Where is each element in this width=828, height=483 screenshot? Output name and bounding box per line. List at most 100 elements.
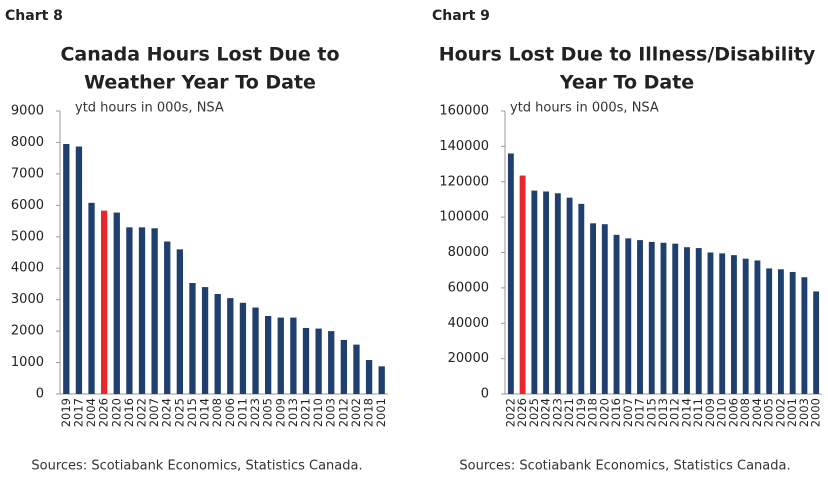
bar <box>214 294 221 394</box>
x-tick-label: 2020 <box>109 398 123 427</box>
y-tick-label: 5000 <box>11 229 44 244</box>
bar <box>578 203 585 394</box>
bar <box>625 238 632 394</box>
x-tick-label: 2022 <box>135 398 149 427</box>
y-tick-label: 0 <box>481 387 489 402</box>
x-tick-label: 2011 <box>691 398 705 427</box>
x-tick-label: 2021 <box>562 398 576 427</box>
chart-title: Year To Date <box>559 72 694 94</box>
bar <box>88 202 95 394</box>
chart-label: Chart 8 <box>5 8 63 24</box>
bar <box>789 271 796 394</box>
x-tick-label: 2015 <box>644 398 658 427</box>
x-tick-label: 2009 <box>273 398 287 427</box>
bar <box>365 360 373 394</box>
chart-title: Canada Hours Lost Due to <box>60 44 339 66</box>
bar <box>176 249 183 394</box>
x-tick-label: 2013 <box>286 398 300 427</box>
x-tick-label: 2008 <box>738 398 752 427</box>
bar <box>543 191 550 394</box>
x-tick-label: 2020 <box>597 398 611 427</box>
x-tick-label: 2012 <box>336 398 350 427</box>
x-tick-label: 2007 <box>147 398 161 427</box>
bar <box>265 316 272 394</box>
bar <box>328 331 335 394</box>
bar <box>590 223 596 394</box>
x-tick-label: 2005 <box>762 398 776 427</box>
bar <box>164 241 171 394</box>
bar <box>290 317 297 394</box>
x-tick-label: 2024 <box>160 398 174 427</box>
x-tick-label: 2013 <box>656 398 670 427</box>
bar <box>601 224 608 394</box>
y-tick-label: 80000 <box>448 245 489 260</box>
x-tick-label: 2019 <box>574 398 588 427</box>
bar <box>731 255 737 394</box>
bar <box>252 307 259 394</box>
x-tick-label: 2014 <box>198 398 212 427</box>
x-tick-label: 2024 <box>539 398 553 427</box>
bar <box>189 283 196 394</box>
x-tick-label: 2017 <box>71 398 85 427</box>
x-tick-label: 2021 <box>299 398 313 427</box>
bar <box>277 317 284 394</box>
x-tick-label: 2006 <box>223 398 237 427</box>
x-tick-label: 2012 <box>668 398 682 427</box>
bar <box>801 277 808 394</box>
bar <box>648 241 655 394</box>
x-tick-label: 2002 <box>773 398 787 427</box>
x-tick-label: 2009 <box>703 398 717 427</box>
bar <box>113 212 120 394</box>
x-tick-label: 2011 <box>235 398 249 427</box>
x-tick-label: 2016 <box>122 398 136 427</box>
y-tick-label: 6000 <box>11 198 44 213</box>
bar <box>719 253 726 394</box>
x-tick-label: 2015 <box>185 398 199 427</box>
annotation: ytd hours in 000s, NSA <box>510 101 659 116</box>
y-tick-label: 3000 <box>11 292 44 307</box>
x-tick-label: 2026 <box>97 398 111 427</box>
bar <box>151 228 158 394</box>
bar <box>507 153 514 394</box>
x-tick-label: 2004 <box>84 398 98 427</box>
y-tick-label: 4000 <box>11 261 44 276</box>
annotation: ytd hours in 000s, NSA <box>75 101 224 116</box>
y-tick-label: 7000 <box>11 166 44 181</box>
y-tick-label: 60000 <box>448 280 489 295</box>
y-tick-label: 0 <box>36 387 44 402</box>
bar <box>126 227 133 394</box>
chart-title: Weather Year To Date <box>84 72 316 94</box>
bar <box>754 260 761 394</box>
x-tick-label: 2014 <box>679 398 693 427</box>
x-tick-label: 2001 <box>785 398 799 427</box>
y-tick-label: 40000 <box>448 316 489 331</box>
bar <box>201 287 209 394</box>
source: Sources: Scotiabank Economics, Statistic… <box>31 459 362 474</box>
x-tick-label: 2018 <box>362 398 376 427</box>
x-tick-label: 2018 <box>586 398 600 427</box>
y-tick-label: 20000 <box>448 351 489 366</box>
bar <box>766 268 773 394</box>
y-tick-label: 160000 <box>439 104 489 119</box>
x-tick-label: 2025 <box>172 398 186 427</box>
y-tick-label: 8000 <box>11 135 44 150</box>
bar <box>315 328 322 394</box>
x-tick-label: 2006 <box>726 398 740 427</box>
x-tick-label: 2007 <box>621 398 635 427</box>
chart-title: Hours Lost Due to Illness/Disability <box>439 44 816 66</box>
x-tick-label: 2016 <box>609 398 623 427</box>
bar <box>227 298 234 394</box>
x-tick-label: 2019 <box>59 398 73 427</box>
bar <box>613 234 620 394</box>
bar <box>707 252 714 394</box>
x-tick-label: 2025 <box>527 398 541 427</box>
x-tick-label: 2022 <box>503 398 517 427</box>
x-tick-label: 2026 <box>515 398 529 427</box>
y-tick-label: 9000 <box>11 104 44 119</box>
bar <box>554 193 561 394</box>
x-tick-label: 2010 <box>715 398 729 427</box>
bar <box>684 247 690 394</box>
bar <box>340 339 347 394</box>
chart-label: Chart 9 <box>432 8 490 24</box>
